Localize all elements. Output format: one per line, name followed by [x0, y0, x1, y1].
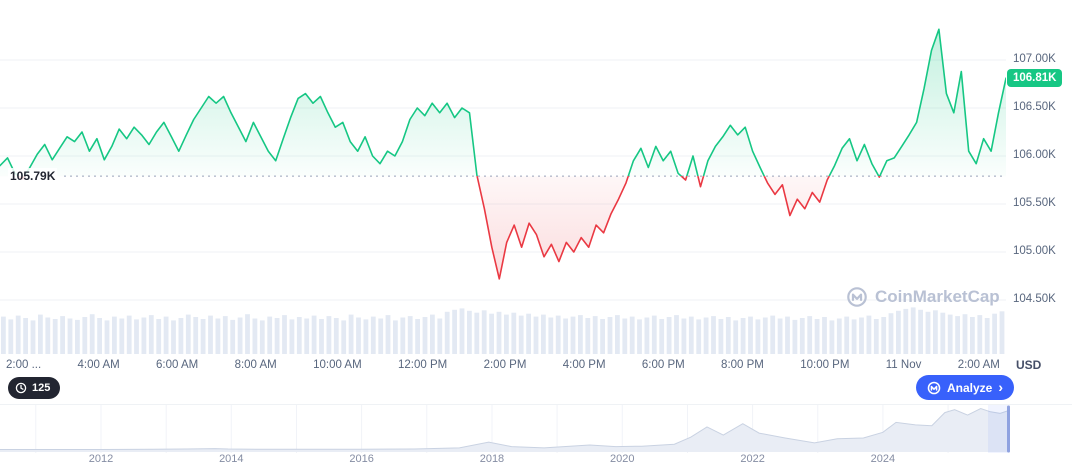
timeline-year-label: 2022	[740, 453, 765, 465]
x-tick-label: 8:00 PM	[721, 359, 764, 371]
x-tick-label: 6:00 AM	[156, 359, 199, 371]
price-chart-svg[interactable]	[0, 0, 1006, 310]
y-tick-label: 107.00K	[1013, 53, 1056, 65]
timeline-year-label: 2014	[219, 453, 244, 465]
baseline-price-label: 105.79K	[8, 168, 58, 185]
analyze-logo-icon	[927, 381, 941, 394]
x-tick-label: 2:00 ...	[6, 359, 42, 371]
timeline-chart-svg[interactable]	[0, 405, 1010, 453]
timeline-year-label: 2020	[610, 453, 635, 465]
y-tick-label: 104.50K	[1013, 293, 1056, 305]
x-tick-label: 4:00 AM	[77, 359, 120, 371]
x-tick-label: 10:00 PM	[800, 359, 850, 371]
volume-bars-svg[interactable]	[0, 306, 1006, 354]
current-price-badge: 106.81K	[1007, 69, 1063, 88]
clock-icon	[15, 382, 27, 394]
x-tick-label: 2:00 PM	[483, 359, 527, 371]
x-tick-label: 12:00 PM	[398, 359, 448, 371]
coinmarketcap-watermark: CoinMarketCap	[846, 286, 1000, 308]
watermark-text: CoinMarketCap	[875, 287, 1000, 306]
coinmarketcap-logo-icon	[847, 287, 867, 307]
analyze-label: Analyze	[947, 380, 993, 395]
x-tick-label: 10:00 AM	[313, 359, 362, 371]
x-tick-label: 11 Nov	[885, 359, 922, 371]
countdown-badge[interactable]: 125	[8, 377, 61, 399]
y-tick-label: 105.00K	[1013, 245, 1056, 257]
chevron-right-icon: ›	[998, 379, 1004, 395]
timeline-year-label: 2012	[88, 453, 114, 465]
analyze-button[interactable]: Analyze ›	[916, 375, 1015, 400]
timeline-year-label: 2024	[870, 453, 896, 465]
y-tick-label: 105.50K	[1013, 197, 1056, 209]
x-tick-label: 6:00 PM	[641, 359, 685, 371]
section-divider	[0, 404, 1072, 405]
x-tick-label: 8:00 AM	[234, 359, 277, 371]
countdown-value: 125	[32, 382, 51, 394]
timeline-year-label: 2018	[479, 453, 505, 465]
y-tick-label: 106.50K	[1013, 101, 1056, 113]
x-tick-label: 2:00 AM	[957, 359, 1000, 371]
timeline-year-label: 2016	[349, 453, 374, 465]
x-tick-label: 4:00 PM	[562, 359, 606, 371]
currency-label: USD	[1016, 358, 1042, 372]
y-tick-label: 106.00K	[1013, 149, 1056, 161]
x-axis: 2:00 ... 4:00 AM 6:00 AM 8:00 AM 10:00 A…	[0, 359, 1006, 371]
